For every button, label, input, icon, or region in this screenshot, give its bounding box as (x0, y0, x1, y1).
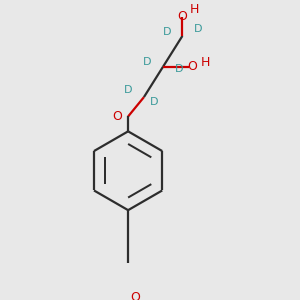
Text: D: D (124, 85, 132, 95)
Text: D: D (175, 64, 183, 74)
Text: D: D (143, 57, 152, 67)
Text: D: D (150, 97, 159, 106)
Text: H: H (200, 56, 210, 69)
Text: O: O (178, 10, 187, 23)
Text: H: H (190, 3, 199, 16)
Text: O: O (187, 60, 197, 73)
Text: D: D (162, 26, 171, 37)
Text: O: O (113, 110, 122, 123)
Text: O: O (130, 291, 140, 300)
Text: D: D (194, 24, 203, 34)
